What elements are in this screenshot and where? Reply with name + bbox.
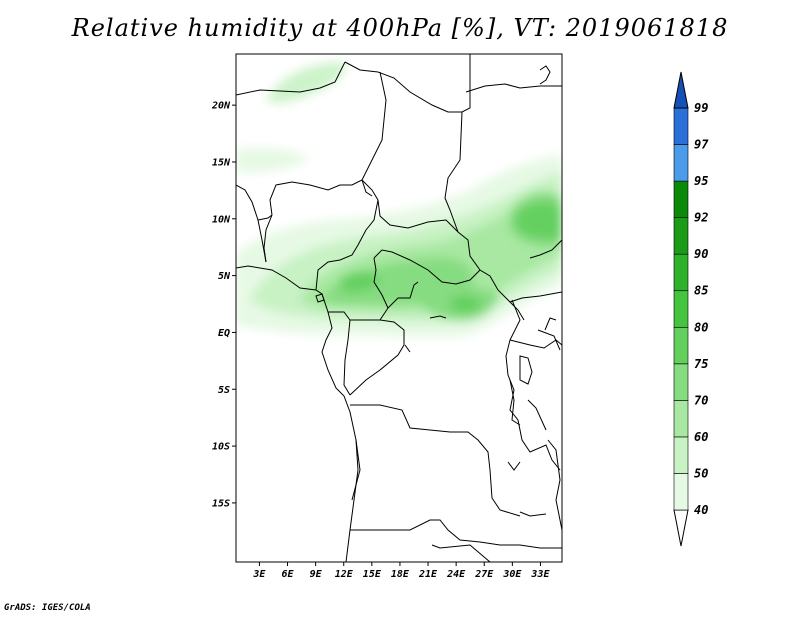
lon-tick-label: 18E <box>391 569 410 580</box>
colorbar-segment <box>673 180 689 218</box>
colorbar-label: 75 <box>694 357 708 371</box>
colorbar-segment <box>673 363 689 401</box>
colorbar-label: 90 <box>694 247 708 261</box>
country-borders <box>236 54 562 562</box>
lat-tick-label: 5S <box>218 385 230 396</box>
lon-tick-label: 9E <box>310 569 323 580</box>
colorbar-segment <box>673 326 689 365</box>
lon-tick-label: 24E <box>446 569 466 580</box>
colorbar-segment <box>673 107 689 145</box>
colorbar-upper-arrow <box>673 71 689 109</box>
lon-tick-label: 21E <box>418 569 438 580</box>
colorbar-label: 95 <box>694 174 708 188</box>
lat-tick-label: 5N <box>218 271 231 282</box>
map-title: Relative humidity at 400hPa [%], VT: 201… <box>71 14 729 42</box>
colorbar-label: 70 <box>694 393 708 407</box>
colorbar-segment <box>673 473 689 511</box>
colorbar-segment <box>673 253 689 292</box>
colorbar-label: 50 <box>694 466 708 480</box>
humidity-shading <box>236 62 562 338</box>
colorbar-label: 92 <box>694 211 708 225</box>
colorbar: 40 50 60 70 75 80 85 90 92 95 97 99 <box>673 71 709 547</box>
longitude-axis: 3E 6E 9E 12E 15E 18E 21E 24E 27E 30E 33E <box>252 562 550 580</box>
lon-tick-label: 6E <box>281 569 294 580</box>
colorbar-label: 99 <box>694 101 708 115</box>
lon-tick-label: 30E <box>502 569 522 580</box>
lat-tick-label: 10S <box>212 442 230 453</box>
colorbar-segment <box>673 436 689 474</box>
lon-tick-label: 27E <box>474 569 494 580</box>
lat-tick-label: EQ <box>218 328 230 339</box>
lon-tick-label: 3E <box>252 569 266 580</box>
colorbar-segment <box>673 217 689 255</box>
lat-tick-label: 15S <box>212 498 230 509</box>
colorbar-label: 60 <box>694 430 708 444</box>
colorbar-segment <box>673 400 689 438</box>
latitude-axis: 20N 15N 10N 5N EQ 5S 10S 15S <box>211 101 236 509</box>
colorbar-label: 40 <box>694 503 708 517</box>
colorbar-label: 97 <box>694 138 709 152</box>
lat-tick-label: 20N <box>211 101 231 112</box>
map-frame <box>235 53 563 563</box>
lon-tick-label: 33E <box>530 569 550 580</box>
colorbar-lower-arrow <box>673 509 689 547</box>
lat-tick-label: 15N <box>212 157 231 168</box>
grads-credit: GrADS: IGES/COLA <box>4 603 91 613</box>
colorbar-label: 85 <box>694 284 708 298</box>
colorbar-segment <box>673 144 689 182</box>
lon-tick-label: 15E <box>363 569 382 580</box>
colorbar-segment <box>673 290 689 328</box>
lon-tick-label: 12E <box>335 569 354 580</box>
colorbar-label: 80 <box>694 320 708 334</box>
lat-tick-label: 10N <box>212 214 231 225</box>
